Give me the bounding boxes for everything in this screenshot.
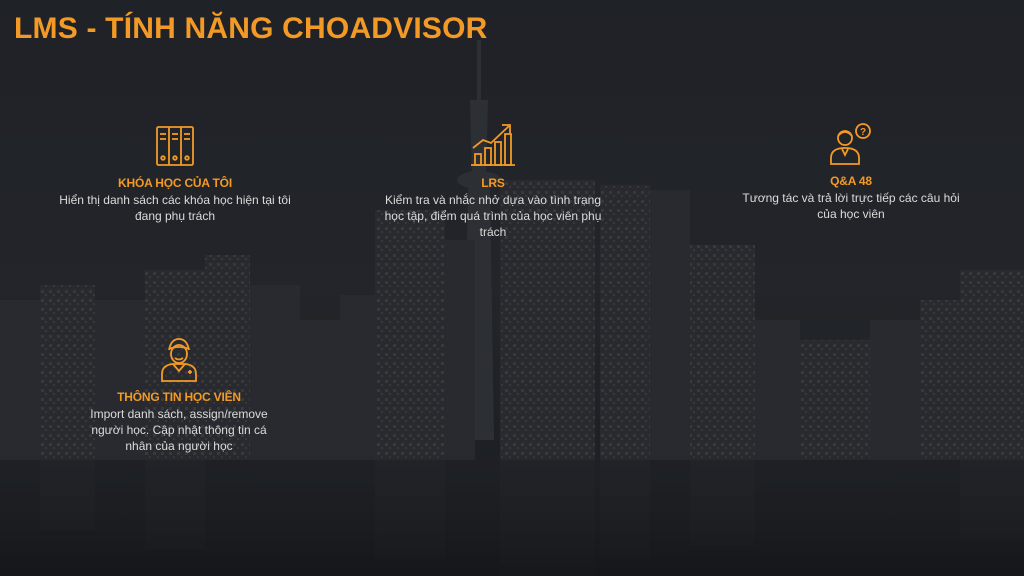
feature-my-courses: KHÓA HỌC CỦA TÔI Hiển thị danh sách các … [50, 124, 300, 224]
feature-title: THÔNG TIN HỌC VIÊN [117, 390, 241, 404]
svg-text:?: ? [860, 127, 866, 138]
feature-title: LRS [481, 176, 505, 190]
feature-student-info: THÔNG TIN HỌC VIÊN Import danh sách, ass… [54, 336, 304, 454]
feature-description: Hiển thị danh sách các khóa học hiện tại… [59, 193, 291, 223]
feature-title: Q&A 48 [830, 174, 872, 188]
feature-qa: ? Q&A 48 Tương tác và trả lời trực tiếp … [726, 122, 976, 222]
growth-chart-icon [471, 124, 515, 166]
feature-description: Tương tác và trả lời trực tiếp các câu h… [742, 191, 960, 221]
student-avatar-icon [161, 338, 197, 382]
feature-description: Kiểm tra và nhắc nhở dựa vào tình trạng … [384, 193, 602, 239]
feature-lrs: LRS Kiểm tra và nhắc nhở dựa vào tình tr… [368, 120, 618, 240]
feature-description: Import danh sách, assign/remove người họ… [90, 407, 268, 453]
books-icon [156, 126, 194, 166]
feature-title: KHÓA HỌC CỦA TÔI [118, 176, 232, 190]
slide-title: LMS - TÍNH NĂNG CHOADVISOR [14, 12, 488, 45]
person-question-icon: ? [830, 123, 871, 165]
